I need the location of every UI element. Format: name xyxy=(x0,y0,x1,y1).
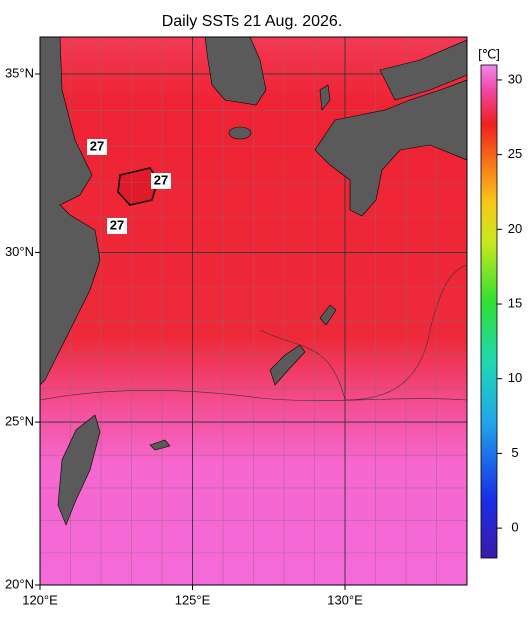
colorbar-tick-label: 30 xyxy=(508,71,522,86)
land-kyushu xyxy=(314,79,467,217)
contour-label-box xyxy=(151,173,171,189)
colorbar-tick-label: 10 xyxy=(508,370,522,385)
land-island xyxy=(149,439,171,451)
lon-tick-label: 120°E xyxy=(22,592,58,607)
land-taiwan xyxy=(57,414,101,526)
colorbar-tick-label: 5 xyxy=(511,445,518,460)
contour-label: 27 xyxy=(90,138,104,153)
map-area: 27 27 27 xyxy=(40,37,467,585)
lat-tick-label: 25°N xyxy=(5,414,34,429)
land-honshu xyxy=(379,39,467,101)
land-okinawa xyxy=(269,344,306,386)
contour xyxy=(259,264,467,401)
land-island xyxy=(319,304,337,326)
colorbar-unit: [℃] xyxy=(478,46,500,61)
contour-label-box xyxy=(107,218,127,234)
lat-tick-label: 20°N xyxy=(5,576,34,591)
land-china xyxy=(40,37,101,386)
contour-label: 27 xyxy=(110,217,124,232)
contour xyxy=(117,167,159,206)
map-frame xyxy=(39,36,468,586)
colorbar-tick-label: 20 xyxy=(508,221,522,236)
land-island xyxy=(319,84,331,111)
colorbar-tick-label: 25 xyxy=(508,146,522,161)
colorbar-tick-label: 0 xyxy=(511,520,518,535)
map-title: Daily SSTs 21 Aug. 2026. xyxy=(162,13,343,30)
land-jeju xyxy=(228,126,252,140)
lon-tick-label: 130°E xyxy=(327,592,363,607)
graticule xyxy=(40,37,467,585)
lon-tick-label: 125°E xyxy=(175,592,211,607)
colorbar xyxy=(480,64,498,559)
land-korea xyxy=(204,37,267,106)
lat-tick-label: 35°N xyxy=(5,65,34,80)
lat-tick-label: 30°N xyxy=(5,244,34,259)
contour xyxy=(40,390,467,401)
contour-label: 27 xyxy=(154,172,168,187)
contour-label-box xyxy=(87,139,107,155)
colorbar-tick-label: 15 xyxy=(508,295,522,310)
